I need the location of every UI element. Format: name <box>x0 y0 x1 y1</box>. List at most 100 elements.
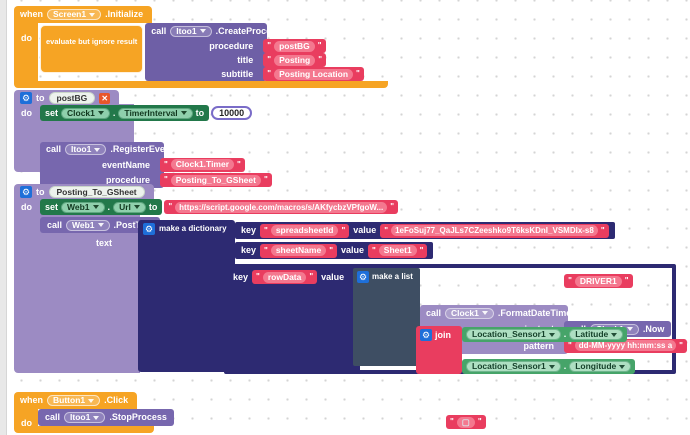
join-label: join <box>435 329 451 340</box>
text-value[interactable]: Sheet1 <box>378 245 417 256</box>
clock1-dropdown[interactable]: Clock1 <box>445 307 494 319</box>
param-text-label: text <box>95 238 112 248</box>
block-make-a-list[interactable] <box>353 268 420 366</box>
block-set-web1-url[interactable]: set Web1 . Url to https://script.google.… <box>40 199 398 215</box>
mutator-gear-icon[interactable]: ⚙ <box>20 92 32 104</box>
block-when-screen1-initialize[interactable]: when Screen1 .Initialize do evaluate but… <box>14 4 388 88</box>
itoo1-dropdown[interactable]: Itoo1 <box>170 25 212 37</box>
text-value[interactable]: rowData <box>262 271 307 283</box>
text-value[interactable]: dd-MM-yyyy hh:mm:ss a <box>574 340 677 351</box>
mutator-gear-icon[interactable]: ⚙ <box>357 271 369 283</box>
text-block-posting-location[interactable]: Posting Location <box>263 67 364 81</box>
timerinterval-dropdown[interactable]: TimerInterval <box>118 107 193 119</box>
text-value[interactable]: DRIVER1 <box>574 275 622 287</box>
param-pattern-label: pattern <box>523 340 554 351</box>
block-pair-sheetname[interactable]: key sheetName value Sheet1 <box>235 242 434 259</box>
chevron-down-icon <box>626 327 633 331</box>
block-call-itoo1-stopprocess[interactable]: call Itoo1 .StopProcess <box>38 409 174 426</box>
mutator-gear-icon[interactable]: ⚙ <box>143 223 155 235</box>
chevron-down-icon <box>97 111 104 115</box>
text-block-posting[interactable]: Posting <box>263 53 327 67</box>
block-call-web1-posttext[interactable]: call Web1 .PostText <box>40 217 161 233</box>
method-label: .Now <box>642 323 665 334</box>
itoo1-dropdown-value: Itoo1 <box>70 412 91 423</box>
block-call-itoo1-registerevent[interactable]: call Itoo1 .RegisterEvent eventName Cloc… <box>40 142 272 188</box>
text-value[interactable]: postBG <box>274 40 315 52</box>
text-value[interactable]: Clock1.Timer <box>170 159 235 170</box>
param-procedure-label: procedure <box>105 175 150 185</box>
url-dropdown[interactable]: Url <box>113 201 146 213</box>
procedure-name-field[interactable]: Posting_To_GSheet <box>48 186 145 198</box>
value-label: value <box>353 225 377 235</box>
delete-icon[interactable]: ✕ <box>99 92 111 104</box>
block-procedure-postbg[interactable]: ⚙ to postBG ✕ do set Clock1 . TimerInter… <box>14 88 272 243</box>
param-procedure-label: procedure <box>209 41 254 51</box>
mutator-gear-icon[interactable]: ⚙ <box>420 329 432 341</box>
block-join[interactable]: ⚙ join <box>416 326 462 374</box>
param-subtitle-label: subtitle <box>221 69 254 79</box>
location-sensor1-dropdown[interactable]: Location_Sensor1 <box>466 329 561 340</box>
longitude-dropdown[interactable]: Longitude <box>569 361 632 372</box>
chevron-down-icon <box>180 111 187 115</box>
timerinterval-dropdown-value: TimerInterval <box>124 107 178 118</box>
chevron-down-icon <box>93 415 100 420</box>
text-block-spreadsheetid[interactable]: spreadsheetId <box>260 223 350 238</box>
number-block-10000[interactable]: 10000 <box>211 106 253 120</box>
dot-separator: . <box>563 329 567 339</box>
text-value[interactable]: sheetName <box>270 245 327 256</box>
method-label: .FormatDateTime <box>497 307 572 318</box>
text-block-separator[interactable]: ▢ <box>446 415 486 429</box>
text-value[interactable]: Posting <box>274 54 316 66</box>
to-label: to <box>195 107 205 118</box>
text-block-script-url[interactable]: https://script.google.com/macros/s/AKfyc… <box>164 200 398 214</box>
web1-dropdown[interactable]: Web1 <box>61 201 105 213</box>
longitude-dropdown-value: Longitude <box>575 361 617 372</box>
chevron-down-icon <box>133 205 140 209</box>
text-value[interactable]: Posting_To_GSheet <box>170 174 261 186</box>
text-block-sheetname[interactable]: sheetName <box>260 243 337 258</box>
text-value[interactable]: https://script.google.com/macros/s/AKfyc… <box>175 201 388 213</box>
button1-dropdown[interactable]: Button1 <box>47 395 101 406</box>
block-make-a-dictionary[interactable] <box>138 220 235 372</box>
text-value[interactable]: Posting Location <box>274 68 354 80</box>
itoo1-dropdown[interactable]: Itoo1 <box>64 412 106 423</box>
screen1-dropdown[interactable]: Screen1 <box>47 9 102 20</box>
evaluate-label: evaluate but ignore result <box>46 37 138 46</box>
web1-dropdown[interactable]: Web1 <box>66 219 110 231</box>
call-label: call <box>426 307 442 318</box>
make-a-dictionary-label: make a dictionary <box>159 224 227 233</box>
text-block-rowdata[interactable]: rowData <box>252 270 318 284</box>
itoo1-dropdown[interactable]: Itoo1 <box>65 144 107 155</box>
block-pair-spreadsheetid[interactable]: key spreadsheetId value 1eFoSuj77_QaJLs7… <box>235 222 615 239</box>
text-value[interactable]: ▢ <box>456 416 475 428</box>
dot-separator: . <box>107 201 111 212</box>
block-pair-rowdata[interactable] <box>228 268 360 370</box>
latitude-dropdown-value: Latitude <box>575 329 609 340</box>
click-event-label: .Click <box>104 395 129 405</box>
block-get-latitude[interactable]: Location_Sensor1 . Latitude <box>462 327 628 342</box>
block-evaluate-but-ignore-result[interactable]: evaluate but ignore result <box>40 25 144 73</box>
location-sensor1-dropdown[interactable]: Location_Sensor1 <box>466 361 561 372</box>
text-block-postbg[interactable]: postBG <box>263 39 326 53</box>
latitude-dropdown[interactable]: Latitude <box>569 329 624 340</box>
block-set-clock1-timerinterval[interactable]: set Clock1 . TimerInterval to 10000 <box>40 105 253 121</box>
value-label: value <box>321 271 345 282</box>
block-when-button1-click[interactable]: when Button1 .Click do call Itoo1 .StopP… <box>14 390 174 433</box>
key-label: key <box>241 245 257 255</box>
text-value[interactable]: 1eFoSuj77_QaJLs7CZeeshko9T6ksKDnI_VSMDIx… <box>391 225 598 236</box>
text-block-sheet1[interactable]: Sheet1 <box>368 243 428 258</box>
block-procedure-posting-to-gsheet[interactable]: ⚙ to Posting_To_GSheet do set Web1 . Url… <box>14 182 687 429</box>
text-block-datetime-pattern[interactable]: dd-MM-yyyy hh:mm:ss a <box>564 338 687 353</box>
clock1-dropdown[interactable]: Clock1 <box>61 107 110 119</box>
text-block-posting-to-gsheet[interactable]: Posting_To_GSheet <box>160 173 272 187</box>
mutator-gear-icon[interactable]: ⚙ <box>20 186 32 198</box>
text-value[interactable]: spreadsheetId <box>270 225 339 236</box>
procedure-name-field[interactable]: postBG <box>48 92 96 104</box>
block-call-itoo1-createprocess[interactable]: call Itoo1 .CreateProcess procedure post… <box>145 23 364 81</box>
text-block-spreadsheet-id-value[interactable]: 1eFoSuj77_QaJLs7CZeeshko9T6ksKDnI_VSMDIx… <box>380 223 609 238</box>
block-get-longitude[interactable]: Location_Sensor1 . Longitude <box>462 359 636 374</box>
text-block-clock1-timer[interactable]: Clock1.Timer <box>160 157 245 172</box>
text-block-driver1[interactable]: DRIVER1 <box>564 274 633 288</box>
url-dropdown-value: Url <box>119 201 131 212</box>
